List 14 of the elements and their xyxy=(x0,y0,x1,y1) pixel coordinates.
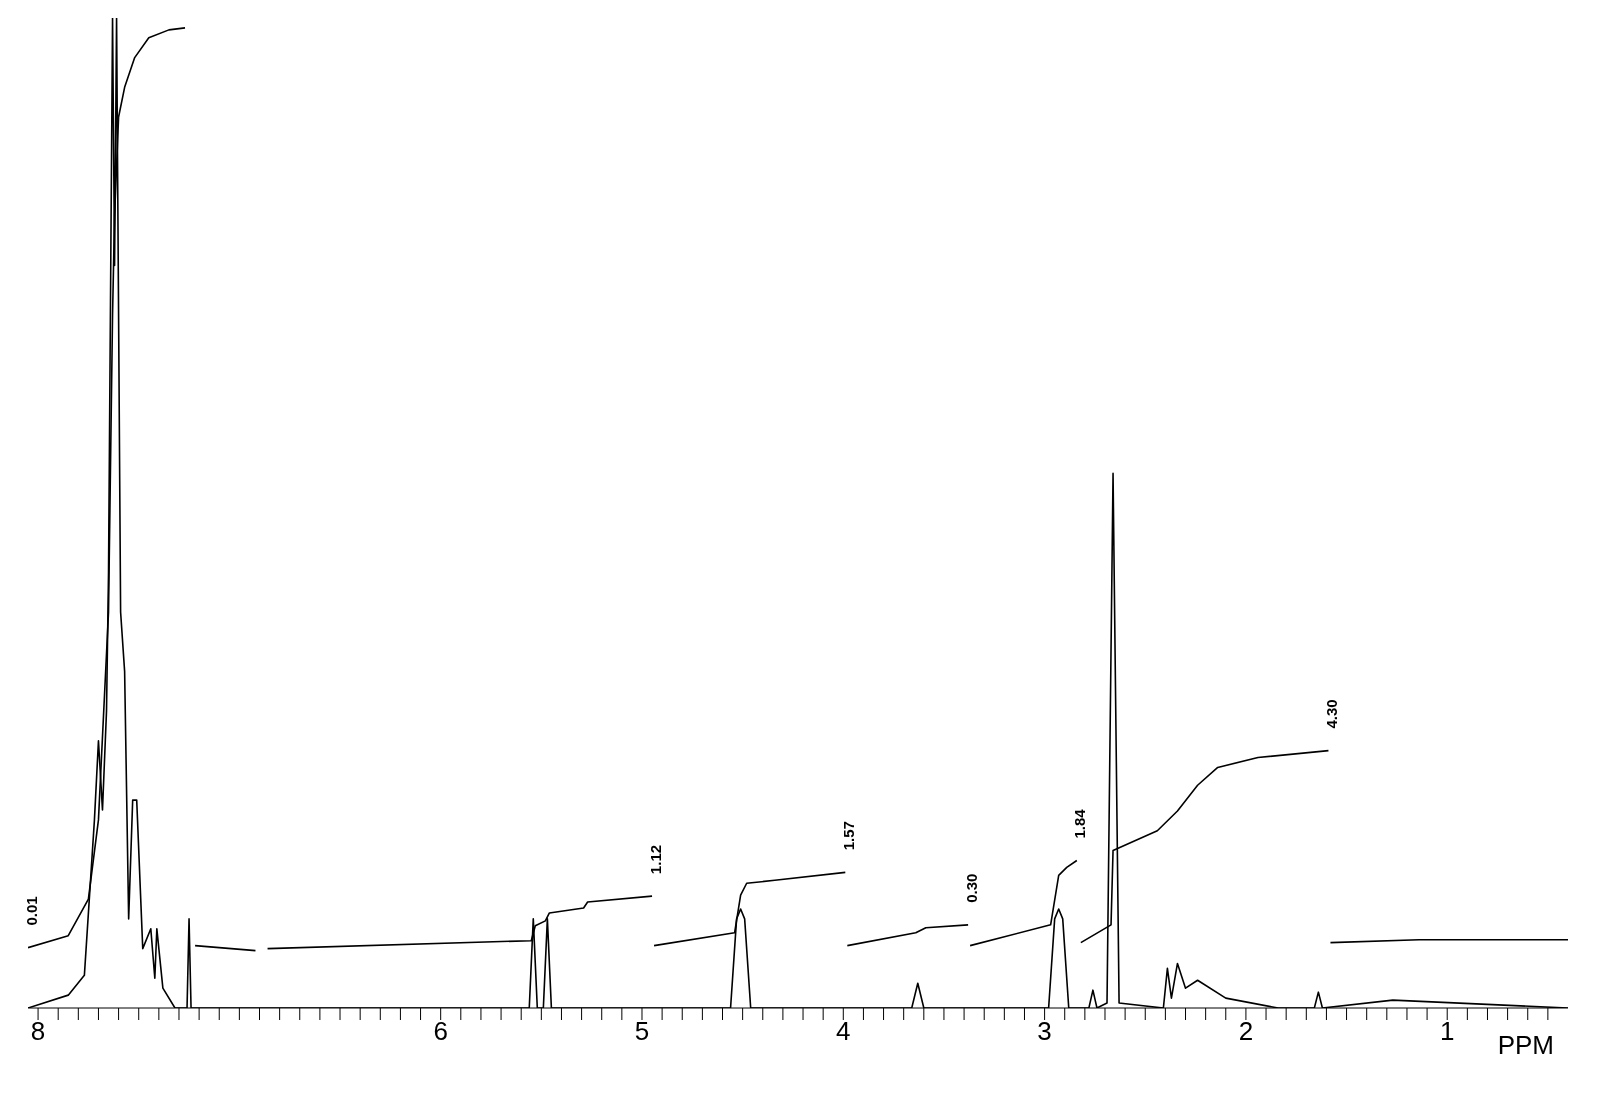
x-tick-label: 5 xyxy=(634,1016,650,1047)
annotation: 1.57 xyxy=(839,821,857,851)
annotation: 0.30 xyxy=(962,873,980,903)
annotation: 1.12 xyxy=(646,844,664,875)
x-tick-label: 2 xyxy=(1238,1016,1254,1047)
x-axis-title: PPM xyxy=(1497,1030,1554,1060)
x-tick-label: 8 xyxy=(30,1016,46,1047)
x-tick-label: 6 xyxy=(433,1016,448,1047)
annotation: 1.84 xyxy=(1071,808,1089,839)
x-tick-label: 4 xyxy=(836,1016,851,1047)
annotation: 0.01 xyxy=(22,896,40,926)
annotation: 4.30 xyxy=(1322,699,1340,729)
x-tick-label: 1 xyxy=(1439,1016,1455,1047)
x-tick-label: 3 xyxy=(1037,1016,1052,1047)
